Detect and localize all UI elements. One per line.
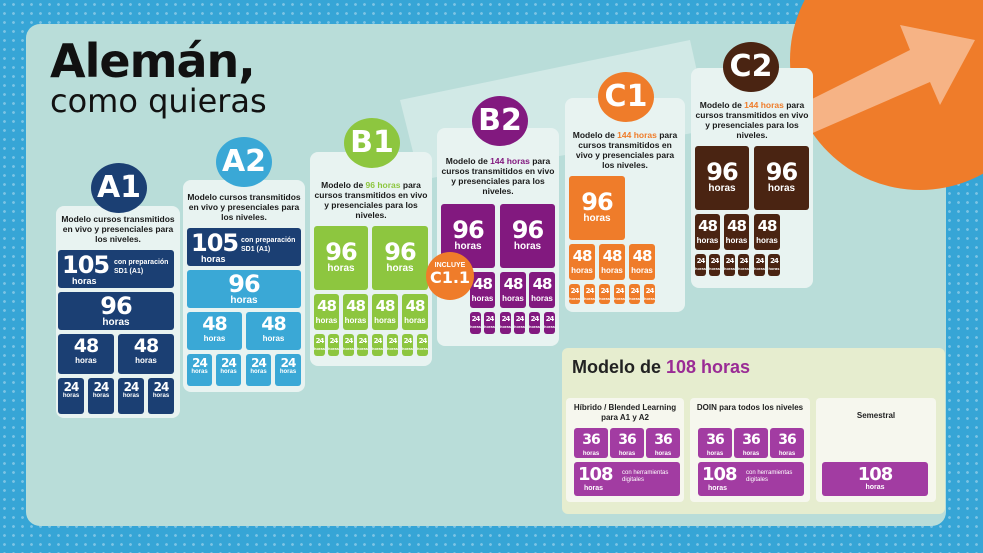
block-36-doin: 36 horas xyxy=(734,428,768,458)
block-36-doin: 36 horas xyxy=(770,428,804,458)
doin-title: DOIN para todos los niveles xyxy=(696,403,804,412)
block-48-a2: 48 horas xyxy=(246,312,301,350)
block-24-b2: 24 horas xyxy=(544,312,555,334)
block-108-hibrido: 108 horas con herramientas digitales xyxy=(574,462,680,496)
block-96-a2: 96 horas xyxy=(187,270,301,308)
block-36-doin: 36 horas xyxy=(698,428,732,458)
block-24-b1: 24 horas xyxy=(343,334,354,356)
block-105-a1: 105 horas con preparación SD1 (A1) xyxy=(58,250,174,288)
block-24-c1: 24 horas xyxy=(644,284,655,304)
block-48-b2: 48 horas xyxy=(529,272,555,308)
block-24-b2: 24 horas xyxy=(514,312,525,334)
block-48-a1: 48 horas xyxy=(58,334,114,374)
block-24-c2: 24 horas xyxy=(768,254,780,276)
level-badge-a2: A2 xyxy=(216,137,272,187)
semestral-title: Semestral xyxy=(856,411,896,420)
includes-c1-badge: INCLUYE C1.1 xyxy=(426,252,474,300)
block-24-b2: 24 horas xyxy=(529,312,540,334)
block-96-b2: 96 horas xyxy=(441,204,495,268)
block-36-hibrido: 36 horas xyxy=(574,428,608,458)
block-24-b1: 24 horas xyxy=(402,334,413,356)
block-24-b2: 24 horas xyxy=(470,312,481,334)
block-105-a2: 105 horas con preparación SD1 (A1) xyxy=(187,228,301,266)
block-24-c2: 24 horas xyxy=(695,254,706,276)
block-24-a1: 24 horas xyxy=(58,378,84,414)
level-badge-b2: B2 xyxy=(472,96,528,146)
block-48-c1: 48 horas xyxy=(569,244,595,280)
block-96-b2: 96 horas xyxy=(500,204,555,268)
hibrido-title: Híbrido / Blended Learning para A1 y A2 xyxy=(573,403,677,422)
block-48-c2: 48 horas xyxy=(724,214,749,250)
block-24-b1: 24 horas xyxy=(357,334,368,356)
block-24-a2: 24 horas xyxy=(246,354,271,386)
block-24-a1: 24 horas xyxy=(148,378,174,414)
block-24-b1: 24 horas xyxy=(328,334,339,356)
block-48-b2: 48 horas xyxy=(500,272,526,308)
block-24-c1: 24 horas xyxy=(629,284,640,304)
block-24-b2: 24 horas xyxy=(500,312,511,334)
block-96-c2: 96 horas xyxy=(695,146,749,210)
block-48-c2: 48 horas xyxy=(754,214,780,250)
block-96-b1: 96 horas xyxy=(314,226,368,290)
block-24-c1: 24 horas xyxy=(569,284,580,304)
block-24-a2: 24 horas xyxy=(275,354,301,386)
level-badge-b1: B1 xyxy=(344,118,400,168)
block-24-c2: 24 horas xyxy=(738,254,749,276)
block-48-c1: 48 horas xyxy=(599,244,625,280)
block-48-c1: 48 horas xyxy=(629,244,655,280)
block-48-a2: 48 horas xyxy=(187,312,242,350)
block-24-b1: 24 horas xyxy=(314,334,325,356)
block-36-hibrido: 36 horas xyxy=(646,428,680,458)
block-108-semestral: 108 horas xyxy=(822,462,928,496)
level-desc-c1: Modelo de 144 horas para cursos transmit… xyxy=(572,130,678,170)
level-desc-a2: Modelo cursos transmitidos en vivo y pre… xyxy=(187,192,301,222)
block-48-b2: 48 horas xyxy=(470,272,495,308)
block-96-b1: 96 horas xyxy=(372,226,428,290)
block-24-b2: 24 horas xyxy=(484,312,495,334)
block-24-c2: 24 horas xyxy=(724,254,735,276)
block-96-a1: 96 horas xyxy=(58,292,174,330)
block-48-c2: 48 horas xyxy=(695,214,720,250)
block-24-c2: 24 horas xyxy=(754,254,765,276)
level-badge-c1: C1 xyxy=(598,72,654,122)
block-24-b1: 24 horas xyxy=(372,334,383,356)
model-108-title: Modelo de 108 horas xyxy=(572,357,751,377)
block-24-b1: 24 horas xyxy=(417,334,428,356)
block-24-a2: 24 horas xyxy=(216,354,241,386)
block-36-hibrido: 36 horas xyxy=(610,428,644,458)
page-title: Alemán, xyxy=(50,34,256,88)
block-24-c2: 24 horas xyxy=(709,254,720,276)
block-24-a1: 24 horas xyxy=(118,378,144,414)
block-96-c2: 96 horas xyxy=(754,146,809,210)
block-48-b1: 48 horas xyxy=(372,294,398,330)
block-24-c1: 24 horas xyxy=(599,284,610,304)
block-24-b1: 24 horas xyxy=(387,334,398,356)
level-badge-a1: A1 xyxy=(91,163,147,213)
block-24-c1: 24 horas xyxy=(584,284,595,304)
level-desc-b2: Modelo de 144 horas para cursos transmit… xyxy=(441,156,555,196)
arrow-icon xyxy=(790,25,975,135)
level-badge-c2: C2 xyxy=(723,42,779,92)
block-24-a2: 24 horas xyxy=(187,354,212,386)
block-24-c1: 24 horas xyxy=(614,284,625,304)
block-24-a1: 24 horas xyxy=(88,378,114,414)
level-desc-b1: Modelo de 96 horas para cursos transmiti… xyxy=(314,180,428,220)
block-48-b1: 48 horas xyxy=(343,294,368,330)
block-48-b1: 48 horas xyxy=(314,294,339,330)
block-48-a1: 48 horas xyxy=(118,334,174,374)
level-desc-c2: Modelo de 144 horas para cursos transmit… xyxy=(695,100,809,140)
block-48-b1: 48 horas xyxy=(402,294,428,330)
block-108-doin: 108 horas con herramientas digitales xyxy=(698,462,804,496)
page-subtitle: como quieras xyxy=(50,82,267,120)
level-desc-a1: Modelo cursos transmitidos en vivo y pre… xyxy=(61,214,175,244)
block-96-c1: 96 horas xyxy=(569,176,625,240)
